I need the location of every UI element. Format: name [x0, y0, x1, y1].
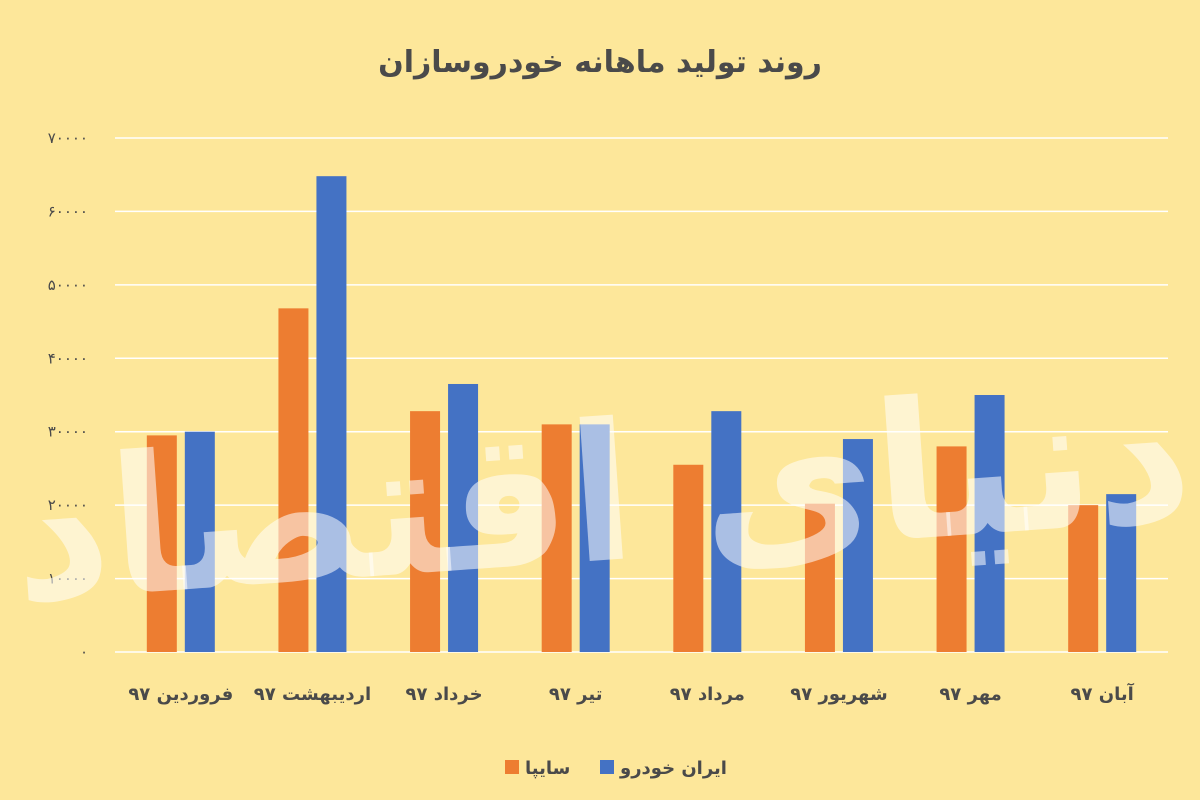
y-tick-label: ۱۰۰۰۰	[48, 570, 88, 588]
bar-saipa-3	[541, 424, 572, 652]
bar-saipa-5	[804, 503, 835, 652]
bar-iran-khodro-2	[448, 383, 479, 652]
bar-saipa-4	[673, 464, 704, 652]
x-tick-label: مرداد ۹۷	[670, 684, 745, 705]
x-tick-label: خرداد ۹۷	[406, 684, 483, 705]
x-tick-label: شهریور ۹۷	[790, 684, 887, 705]
legend: سایپا ایران خودرو	[505, 758, 727, 779]
bar-iran-khodro-6	[974, 395, 1005, 652]
x-tick-label: تیر ۹۷	[549, 684, 603, 705]
bar-iran-khodro-0	[184, 431, 215, 652]
y-tick-label: ۲۰۰۰۰	[48, 496, 88, 514]
x-axis-ticks: فروردین ۹۷ اردیبهشت ۹۷ خرداد ۹۷ تیر ۹۷ مرداد…	[128, 682, 1134, 705]
legend-swatch	[505, 760, 519, 774]
y-tick-label: ۰	[80, 643, 88, 661]
bar-iran-khodro-5	[842, 439, 873, 652]
y-tick-label: ۵۰۰۰۰	[48, 276, 88, 294]
bar-saipa-1	[278, 308, 309, 652]
y-tick-label: ۴۰۰۰۰	[48, 349, 88, 367]
x-tick-label: فروردین ۹۷	[128, 684, 233, 705]
legend-swatch	[600, 760, 614, 774]
bar-saipa-7	[1068, 505, 1099, 652]
bar-iran-khodro-3	[579, 424, 610, 652]
legend-label: ایران خودرو	[619, 758, 727, 779]
bars	[146, 176, 1137, 652]
bar-iran-khodro-4	[711, 411, 742, 652]
y-tick-label: ۷۰۰۰۰	[48, 129, 88, 147]
bar-iran-khodro-7	[1106, 494, 1137, 652]
x-tick-label: آبان ۹۷	[1071, 682, 1135, 705]
bar-saipa-0	[146, 435, 177, 652]
chart-title: روند تولید ماهانه خودروسازان	[378, 45, 822, 80]
bar-iran-khodro-1	[316, 176, 347, 652]
bar-saipa-6	[936, 446, 967, 652]
legend-label: سایپا	[525, 758, 570, 779]
x-tick-label: مهر ۹۷	[939, 684, 1001, 705]
watermark-logo: دنیای اقتصاد	[5, 343, 1199, 646]
y-tick-label: ۳۰۰۰۰	[48, 423, 88, 441]
y-axis-ticks: ۰ ۱۰۰۰۰ ۲۰۰۰۰ ۳۰۰۰۰ ۴۰۰۰۰ ۵۰۰۰۰ ۶۰۰۰۰ ۷۰۰۰۰	[48, 129, 88, 661]
y-tick-label: ۶۰۰۰۰	[48, 202, 88, 220]
x-tick-label: اردیبهشت ۹۷	[254, 684, 371, 705]
bar-saipa-2	[410, 411, 441, 652]
